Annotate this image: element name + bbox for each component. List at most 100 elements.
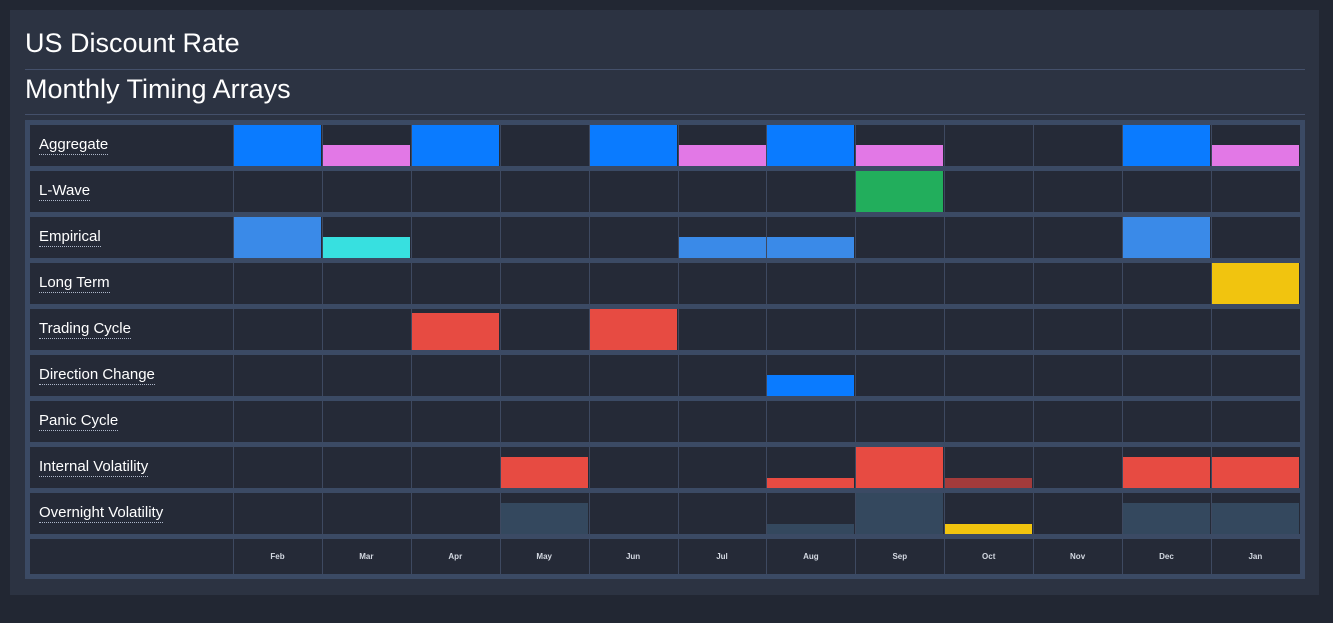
cell-direction-change-oct (944, 355, 1032, 396)
row-aggregate: Aggregate (30, 125, 1300, 166)
cell-panic-cycle-dec (1122, 401, 1210, 442)
cell-aggregate-aug (766, 125, 855, 166)
row-trading-cycle: Trading Cycle (30, 309, 1300, 350)
row-label-panic-cycle[interactable]: Panic Cycle (39, 412, 119, 431)
cell-panic-cycle-jul (677, 401, 766, 442)
cell-l-wave-apr (410, 171, 499, 212)
cell-empirical-dec (1122, 217, 1210, 258)
cell-long-term-feb (233, 263, 321, 304)
cell-l-wave-dec (1122, 171, 1210, 212)
bar-aggregate-mar (322, 145, 410, 166)
cell-overnight-volatility-jun (588, 493, 677, 534)
row-label-cell: Trading Cycle (30, 309, 233, 350)
tick-label-aug: Aug (766, 539, 854, 574)
row-label-cell: Internal Volatility (30, 447, 233, 488)
bar-overnight-volatility-aug (767, 524, 855, 534)
row-label-cell: Aggregate (30, 125, 233, 166)
cell-overnight-volatility-sep (855, 493, 944, 534)
cell-l-wave-may (499, 171, 588, 212)
cell-long-term-nov (1033, 263, 1121, 304)
row-label-long-term[interactable]: Long Term (39, 274, 110, 293)
row-label-cell: Overnight Volatility (30, 493, 233, 534)
cell-aggregate-feb (233, 125, 321, 166)
bar-long-term-jan (1211, 263, 1299, 304)
cell-direction-change-dec (1122, 355, 1210, 396)
section-subtitle: Monthly Timing Arrays (25, 74, 291, 104)
row-label-cell: Long Term (30, 263, 233, 304)
row-label-trading-cycle[interactable]: Trading Cycle (39, 320, 131, 339)
row-empirical: Empirical (30, 217, 1300, 258)
cell-direction-change-jan (1210, 355, 1299, 396)
row-overnight-volatility: Overnight Volatility (30, 493, 1300, 534)
timing-array-panel: US Discount Rate Monthly Timing Arrays A… (10, 10, 1319, 595)
row-label-internal-volatility[interactable]: Internal Volatility (39, 458, 149, 477)
cell-l-wave-aug (766, 171, 854, 212)
row-label-direction-change[interactable]: Direction Change (39, 366, 155, 385)
cell-panic-cycle-feb (233, 401, 321, 442)
cell-empirical-jul (677, 217, 766, 258)
bar-overnight-volatility-dec (1123, 503, 1210, 534)
cell-empirical-apr (410, 217, 499, 258)
bar-internal-volatility-oct (945, 478, 1033, 488)
bar-trading-cycle-jun (589, 309, 677, 350)
bar-overnight-volatility-may (500, 503, 588, 534)
cell-direction-change-feb (233, 355, 321, 396)
cell-trading-cycle-dec (1122, 309, 1210, 350)
cell-empirical-mar (321, 217, 410, 258)
tick-label-jun: Jun (588, 539, 677, 574)
cell-panic-cycle-may (499, 401, 588, 442)
subtitle-divider (25, 114, 1305, 115)
bar-direction-change-aug (767, 375, 855, 396)
cell-trading-cycle-jul (677, 309, 766, 350)
month-axis: Feb Mar Apr May Jun Jul Aug Sep Oct Nov Dec Jan (30, 539, 1300, 574)
row-label-l-wave[interactable]: L-Wave (39, 182, 91, 201)
cell-trading-cycle-jun (588, 309, 677, 350)
bar-internal-volatility-aug (767, 478, 855, 488)
cell-long-term-sep (855, 263, 943, 304)
cell-panic-cycle-oct (944, 401, 1032, 442)
cell-internal-volatility-may (499, 447, 588, 488)
cell-internal-volatility-apr (410, 447, 499, 488)
cell-trading-cycle-feb (233, 309, 321, 350)
cell-trading-cycle-jan (1210, 309, 1299, 350)
cell-l-wave-nov (1033, 171, 1121, 212)
cell-panic-cycle-jun (588, 401, 677, 442)
cell-overnight-volatility-may (499, 493, 588, 534)
cell-aggregate-jan (1210, 125, 1299, 166)
cell-long-term-jul (677, 263, 766, 304)
row-direction-change: Direction Change (30, 355, 1300, 396)
tick-label-oct: Oct (944, 539, 1032, 574)
cell-aggregate-mar (321, 125, 410, 166)
cell-aggregate-jun (588, 125, 677, 166)
row-internal-volatility: Internal Volatility (30, 447, 1300, 488)
timing-grid: Aggregate L-Wave Empirical Long Term Trading… (25, 120, 1305, 579)
bar-overnight-volatility-oct (945, 524, 1033, 534)
cell-internal-volatility-feb (233, 447, 321, 488)
cell-internal-volatility-mar (321, 447, 410, 488)
tick-label-mar: Mar (321, 539, 410, 574)
bar-aggregate-feb (234, 125, 321, 166)
bar-l-wave-sep (856, 171, 944, 212)
cell-internal-volatility-jul (677, 447, 766, 488)
cell-long-term-jun (588, 263, 677, 304)
row-long-term: Long Term (30, 263, 1300, 304)
row-l-wave: L-Wave (30, 171, 1300, 212)
cell-overnight-volatility-jul (677, 493, 766, 534)
row-label-overnight-volatility[interactable]: Overnight Volatility (39, 504, 164, 523)
cell-trading-cycle-apr (410, 309, 499, 350)
row-label-aggregate[interactable]: Aggregate (39, 136, 109, 155)
cell-l-wave-sep (855, 171, 944, 212)
cell-internal-volatility-sep (855, 447, 944, 488)
row-label-cell: Direction Change (30, 355, 233, 396)
cell-long-term-oct (944, 263, 1032, 304)
cell-long-term-jan (1210, 263, 1299, 304)
bar-aggregate-jul (678, 145, 766, 166)
cell-panic-cycle-jan (1210, 401, 1299, 442)
cell-overnight-volatility-aug (766, 493, 855, 534)
tick-label-nov: Nov (1033, 539, 1121, 574)
row-label-empirical[interactable]: Empirical (39, 228, 101, 247)
bar-internal-volatility-dec (1123, 457, 1210, 488)
cell-empirical-sep (855, 217, 943, 258)
row-label-cell: Empirical (30, 217, 233, 258)
bar-aggregate-aug (767, 125, 855, 166)
